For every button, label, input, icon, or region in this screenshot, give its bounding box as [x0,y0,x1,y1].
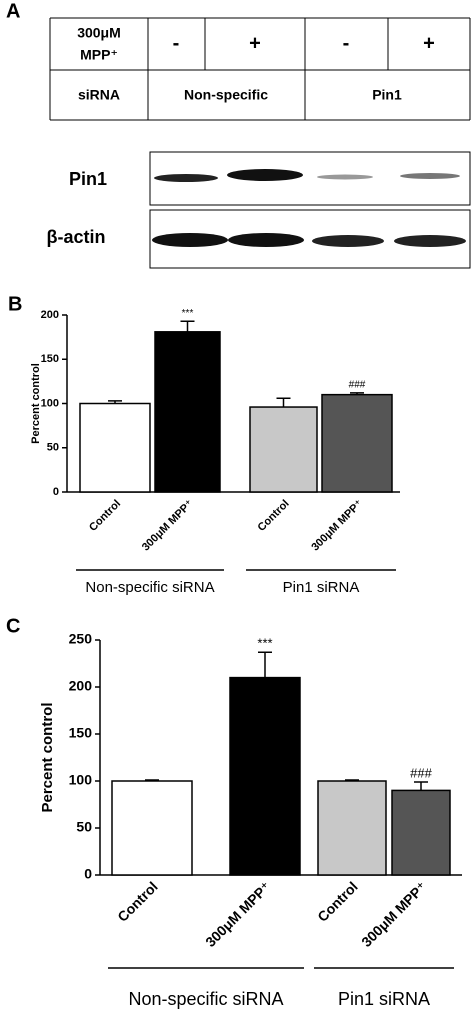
treatment: + [423,32,435,54]
y-tick-label: 100 [69,772,93,788]
error-bar [258,651,272,678]
bar [317,780,387,876]
error-bar [414,781,428,791]
treatment-label: 300μM [77,25,121,41]
bar [249,406,318,493]
x-tick-label: Control [114,878,161,925]
annotation: *** [257,636,272,651]
error-bar [276,397,291,408]
band [317,174,373,180]
bar [229,676,301,876]
sirna-label: siRNA [78,87,120,103]
band [394,235,466,247]
treatment-label: MPP⁺ [80,47,118,63]
y-tick-label: 250 [69,631,93,647]
blot-actin [149,209,471,269]
x-tick-label: 300μM MPP⁺ [358,878,430,950]
y-tick-label: 0 [84,866,92,882]
sirna: Pin1 [372,87,402,103]
group-label: Non-specific siRNA [128,989,283,1009]
error-bar [145,779,159,781]
group-label: Pin1 siRNA [283,579,360,596]
y-tick-label: 100 [41,397,59,409]
y-tick-label: 200 [69,678,93,694]
x-tick-label: Control [314,878,361,925]
sirna: Non-specific [184,87,268,103]
x-tick-label: 300μM MPP⁺ [202,878,274,950]
y-axis-label: Percent control [30,363,42,444]
treatment: + [249,32,261,54]
band [312,235,384,247]
band [152,233,228,247]
band [227,169,303,181]
blot-row-label: β-actin [47,227,106,247]
y-tick-label: 150 [41,353,59,365]
treatment: - [173,32,180,54]
bar [321,393,393,493]
y-tick-label: 0 [53,486,59,498]
panel-label: C [6,615,20,637]
y-tick-label: 50 [76,819,92,835]
error-bar [180,320,195,332]
bar [154,331,221,493]
blot-table [49,17,471,121]
bar [111,780,193,876]
error-bar [350,392,364,395]
x-tick-label: Control [256,498,292,534]
blot-pin1 [149,151,471,206]
annotation: ### [349,380,366,391]
error-bar [108,400,122,404]
blot-row-label: Pin1 [69,169,107,189]
panel-label: B [8,293,22,315]
bar [391,789,451,876]
panel-label: A [6,0,20,22]
annotation: *** [182,308,194,319]
y-tick-label: 200 [41,309,59,321]
x-tick-label: Control [87,498,123,534]
x-tick-label: 300μM MPP⁺ [140,498,196,554]
group-label: Pin1 siRNA [338,989,430,1009]
y-axis-label: Percent control [39,702,56,812]
group-label: Non-specific siRNA [85,579,214,596]
y-tick-label: 50 [47,442,59,454]
treatment: - [343,32,350,54]
band [400,173,460,179]
band [154,174,218,182]
error-bar [345,779,359,781]
y-tick-label: 150 [69,725,93,741]
annotation: ### [410,765,432,780]
bar [79,402,151,493]
x-tick-label: 300μM MPP⁺ [309,498,365,554]
band [228,233,304,247]
